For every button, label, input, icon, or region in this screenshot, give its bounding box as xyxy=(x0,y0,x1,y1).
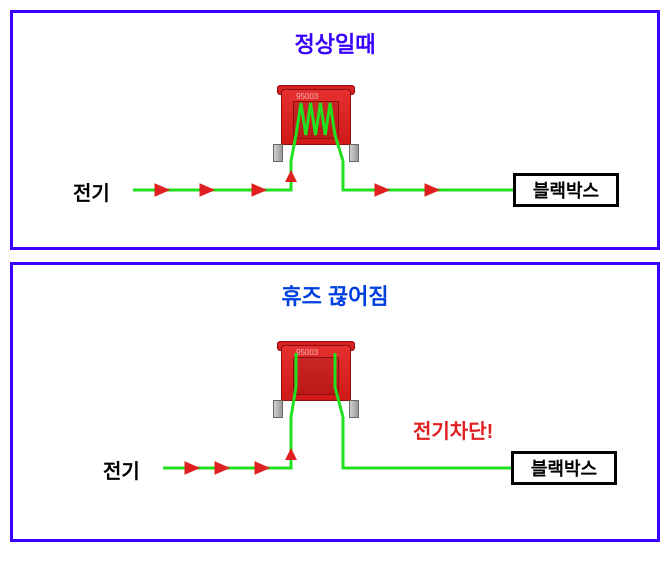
panel-title-broken: 휴즈 끊어짐 xyxy=(281,279,388,311)
panel-title-normal: 정상일때 xyxy=(295,27,376,59)
fuse-broken: 95003 xyxy=(271,345,361,417)
fuse-marking: 95003 xyxy=(296,92,318,101)
blackbox-label-2: 블랙박스 xyxy=(511,451,617,485)
fuse-leg-right xyxy=(349,144,359,162)
electricity-label-2: 전기 xyxy=(103,455,140,484)
fuse-window xyxy=(293,357,339,395)
warning-label: 전기차단! xyxy=(413,415,493,444)
fuse-leg-right xyxy=(349,400,359,418)
fuse-normal: 95003 xyxy=(271,89,361,161)
fuse-leg-left xyxy=(273,144,283,162)
electricity-label-1: 전기 xyxy=(73,177,110,206)
fuse-window xyxy=(293,101,339,139)
blackbox-label-1: 블랙박스 xyxy=(513,173,619,207)
fuse-leg-left xyxy=(273,400,283,418)
panel-normal: 정상일때 전기 블랙박스 95003 xyxy=(10,10,660,250)
fuse-marking: 95003 xyxy=(296,348,318,357)
panel-broken: 휴즈 끊어짐 전기 전기차단! 블랙박스 95003 xyxy=(10,262,660,542)
